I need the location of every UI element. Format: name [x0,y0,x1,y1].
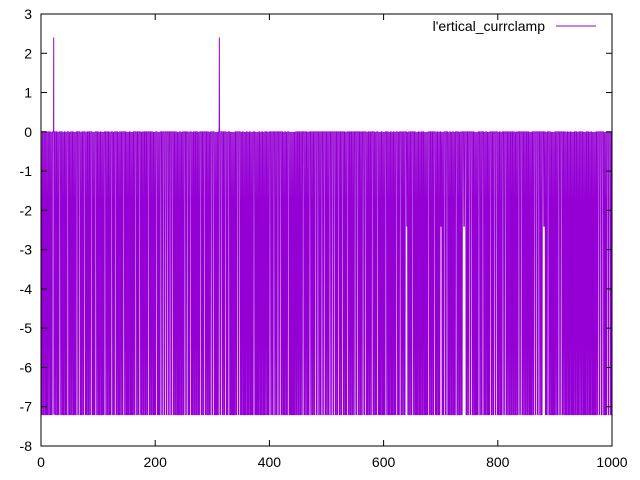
x-tick-label: 400 [258,454,282,470]
y-tick-label: -2 [20,202,33,218]
series-line [40,37,612,416]
y-tick-label: -8 [20,438,33,454]
x-tick-label: 800 [486,454,510,470]
y-tick-label: -7 [20,399,33,415]
y-tick-label: 1 [24,85,32,101]
plot-frame [40,13,613,447]
legend: l'ertical_currclamp [433,18,596,34]
y-tick-label: 2 [24,45,32,61]
x-tick-label: 600 [372,454,396,470]
y-tick-label: -6 [20,359,33,375]
y-tick-label: -1 [20,163,33,179]
series-layer [40,37,612,416]
y-tick-label: 3 [24,6,32,22]
x-tick-label: 1000 [596,454,627,470]
legend-label: l'ertical_currclamp [433,18,546,34]
x-tick-label: 0 [37,454,45,470]
y-tick-label: -3 [20,242,33,258]
x-tick-label: 200 [144,454,168,470]
y-tick-label: 0 [24,124,32,140]
y-tick-label: -5 [20,320,33,336]
y-tick-label: -4 [20,281,33,297]
